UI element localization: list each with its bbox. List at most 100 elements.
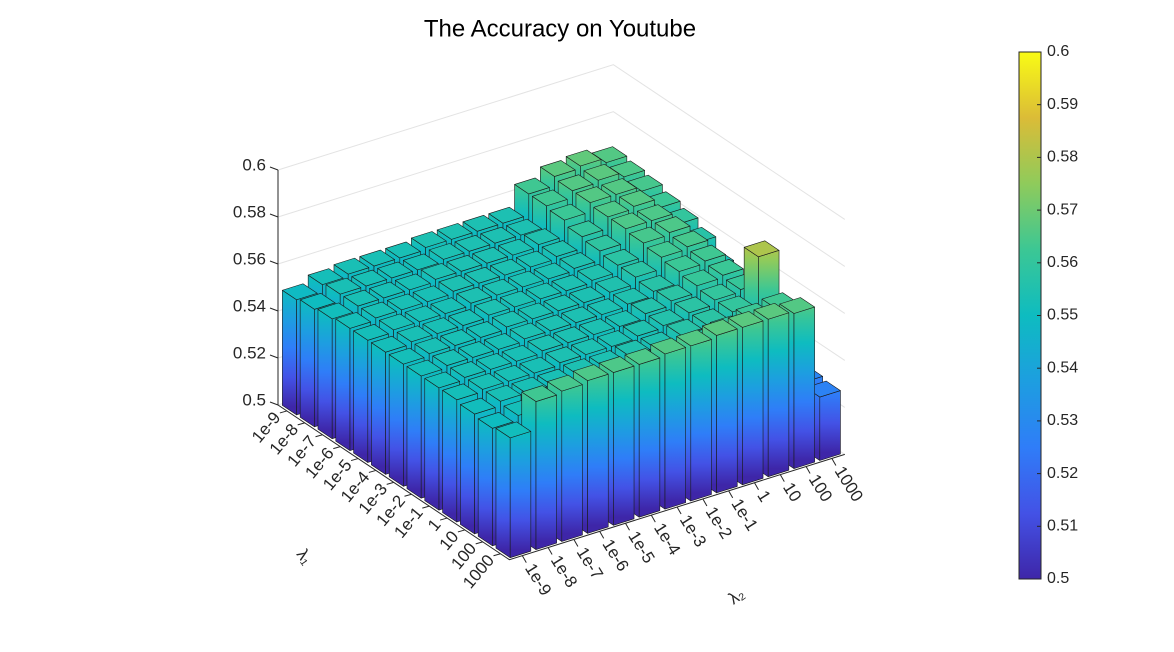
z-tick-label: 0.52 bbox=[233, 343, 266, 362]
bar-front bbox=[690, 339, 712, 502]
bar-side bbox=[495, 428, 511, 559]
bar-top bbox=[307, 268, 344, 285]
x-tick bbox=[831, 458, 837, 466]
bar-top bbox=[613, 287, 649, 305]
z-tick bbox=[269, 260, 279, 265]
bar-top bbox=[371, 335, 407, 353]
bar-top bbox=[638, 275, 675, 292]
bar-top bbox=[656, 284, 693, 302]
bar-top bbox=[359, 249, 395, 267]
bar bbox=[495, 421, 532, 559]
bar-top bbox=[396, 325, 433, 343]
y-tick bbox=[368, 469, 377, 473]
bar-top bbox=[488, 206, 524, 224]
bar-top bbox=[385, 241, 421, 259]
y-tick bbox=[457, 529, 466, 533]
bar-top bbox=[743, 240, 780, 258]
bar-top bbox=[454, 235, 491, 252]
bar-top bbox=[484, 333, 520, 350]
colorbar-tick-label: 0.5 bbox=[1047, 570, 1069, 587]
x-tick-label: 10 bbox=[779, 479, 805, 505]
bar-top bbox=[585, 234, 621, 252]
y-tick bbox=[297, 422, 305, 426]
bar-top bbox=[583, 163, 620, 181]
bar-top bbox=[524, 228, 560, 245]
bar-top bbox=[450, 361, 486, 378]
bar-top bbox=[547, 374, 583, 392]
bar-top bbox=[495, 421, 532, 439]
z-tick bbox=[269, 166, 279, 171]
colorbar: 0.5 0.51 0.52 0.53 0.54 0.55 0.56 0.57 0.58 0.59 0… bbox=[1018, 43, 1078, 587]
bar-top bbox=[506, 218, 542, 236]
bar-top bbox=[500, 290, 536, 308]
bar-top bbox=[517, 302, 554, 320]
bar-top bbox=[532, 189, 568, 207]
bar-front bbox=[509, 431, 532, 559]
x-tick bbox=[728, 490, 734, 499]
bar-top bbox=[559, 252, 596, 269]
bar-top bbox=[317, 302, 354, 320]
bar-top bbox=[428, 243, 465, 260]
bar-top bbox=[779, 297, 815, 314]
bar-top bbox=[621, 260, 657, 278]
colorbar-tick-label: 0.57 bbox=[1047, 201, 1078, 218]
bar-front bbox=[716, 328, 738, 494]
bar-top bbox=[448, 309, 484, 326]
z-tick bbox=[269, 213, 279, 218]
x-tick-label: 1000 bbox=[831, 463, 867, 505]
bar-top bbox=[361, 301, 397, 319]
colorbar-tick-label: 0.54 bbox=[1047, 359, 1078, 376]
bar-top bbox=[430, 297, 467, 314]
bar-top bbox=[516, 250, 552, 268]
bar-front bbox=[819, 390, 841, 461]
bar-top bbox=[458, 341, 494, 358]
bar-top bbox=[480, 226, 516, 244]
bar-top bbox=[619, 190, 655, 207]
y-tick bbox=[475, 541, 483, 545]
bar-top bbox=[492, 310, 528, 328]
bar-top bbox=[343, 289, 379, 307]
bar-top bbox=[440, 329, 476, 346]
bar-top bbox=[411, 231, 447, 248]
z-tick bbox=[269, 354, 279, 359]
bar-top bbox=[436, 223, 473, 240]
colorbar-tick-label: 0.55 bbox=[1047, 307, 1078, 324]
bar-side bbox=[353, 330, 369, 463]
bar-top bbox=[753, 302, 790, 320]
bar-side bbox=[460, 404, 475, 535]
bar-side bbox=[388, 354, 404, 487]
bar-top bbox=[472, 246, 508, 264]
bar-top bbox=[648, 309, 685, 326]
bar-top bbox=[573, 364, 609, 381]
bar-top bbox=[282, 283, 318, 301]
bar-front bbox=[561, 384, 583, 542]
x-tick bbox=[625, 523, 630, 531]
y-tick bbox=[404, 493, 412, 497]
colorbar-tick-label: 0.56 bbox=[1047, 254, 1078, 271]
bar-top bbox=[567, 220, 604, 237]
bar-top bbox=[593, 200, 629, 218]
bar-top bbox=[597, 330, 633, 347]
bar-top bbox=[551, 274, 588, 292]
bar-top bbox=[605, 310, 641, 327]
bars bbox=[282, 146, 841, 559]
colorbar-tick-label: 0.51 bbox=[1047, 518, 1078, 535]
bar-top bbox=[424, 371, 460, 389]
x-tick-label: 1 bbox=[753, 487, 774, 505]
bar-top bbox=[629, 226, 665, 244]
y-tick bbox=[422, 505, 430, 509]
bar-top bbox=[490, 258, 526, 276]
bar-top bbox=[527, 334, 564, 352]
bar-front bbox=[613, 365, 635, 526]
bar-top bbox=[591, 146, 628, 163]
bar-side bbox=[335, 318, 351, 451]
bar-top bbox=[404, 305, 441, 323]
bar-side bbox=[282, 289, 297, 416]
bar-top bbox=[388, 347, 425, 365]
bar-top bbox=[611, 212, 647, 230]
bar-top bbox=[353, 323, 389, 341]
bar-top bbox=[557, 174, 594, 191]
bar-top bbox=[674, 296, 710, 314]
bar-top bbox=[561, 306, 597, 324]
x-tick bbox=[805, 466, 811, 474]
